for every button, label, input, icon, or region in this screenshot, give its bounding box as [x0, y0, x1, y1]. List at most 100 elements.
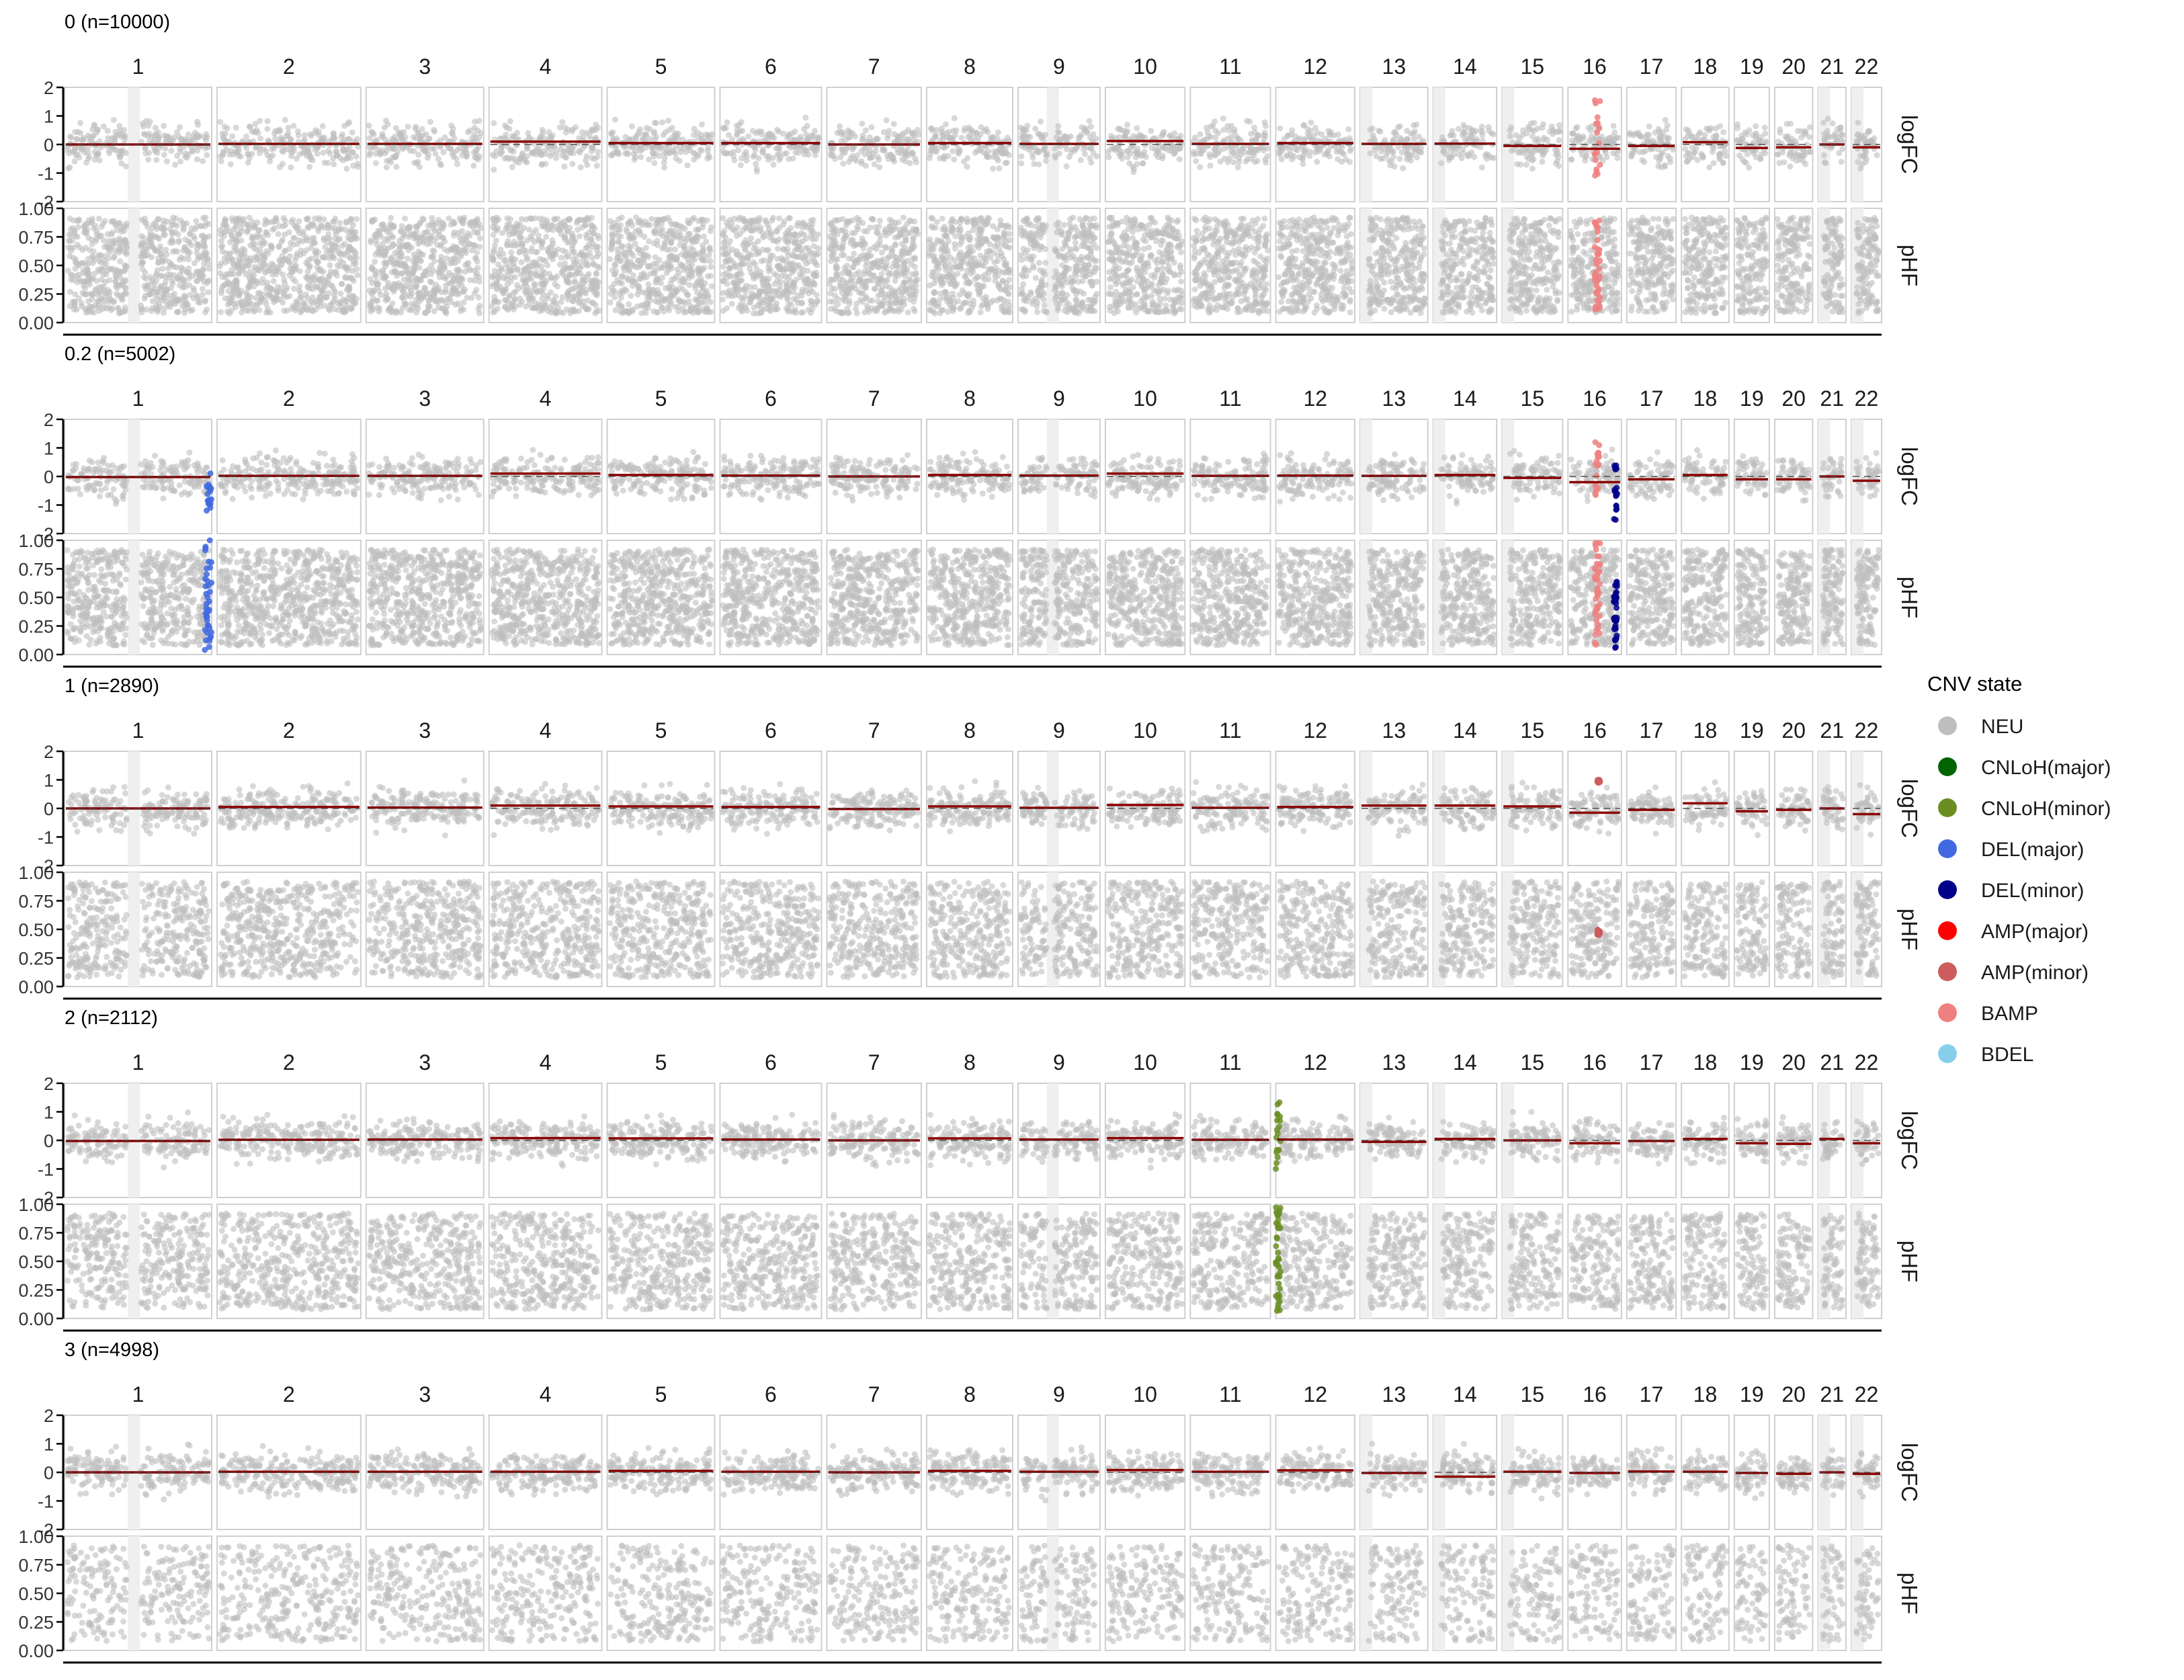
chromosome-label: 17: [1640, 54, 1664, 79]
neu-point: [273, 218, 280, 224]
neu-point: [411, 267, 417, 274]
neu-point: [427, 278, 433, 285]
neu-point: [1644, 132, 1650, 138]
neu-point: [405, 275, 412, 282]
neu-point: [229, 133, 236, 140]
neu-point: [1546, 128, 1553, 135]
neu-point: [354, 271, 361, 278]
neu-point: [167, 226, 174, 233]
neu-point: [1465, 151, 1472, 158]
neu-point: [978, 124, 984, 130]
neu-point: [1367, 150, 1374, 157]
neu-point: [1210, 122, 1216, 129]
neu-point: [871, 161, 878, 168]
neu-point: [89, 296, 95, 302]
neu-point: [1861, 153, 1867, 160]
neu-point: [1333, 149, 1340, 155]
neu-point: [161, 310, 167, 317]
neu-point: [589, 144, 596, 151]
neu-point: [753, 161, 759, 167]
neu-point: [1034, 148, 1041, 155]
neu-point: [452, 255, 459, 261]
neu-point: [138, 233, 145, 239]
neu-point: [340, 259, 347, 266]
neu-point: [995, 129, 1001, 136]
neu-point: [285, 130, 292, 136]
neu-point: [444, 255, 450, 261]
neu-point: [1339, 144, 1345, 151]
chromosome-label: 15: [1520, 54, 1544, 79]
neu-point: [684, 162, 691, 169]
neu-point: [501, 122, 508, 129]
neu-point: [1517, 147, 1523, 154]
neu-point: [1404, 128, 1411, 134]
neu-point: [161, 151, 167, 158]
neu-point: [464, 260, 470, 267]
neu-point: [374, 304, 381, 310]
neu-point: [282, 116, 288, 123]
neu-point: [423, 272, 429, 279]
neu-point: [956, 147, 963, 154]
neu-point: [163, 247, 169, 253]
neu-point: [352, 300, 359, 307]
neu-point: [155, 289, 162, 296]
neu-point: [380, 133, 386, 140]
neu-point: [830, 153, 837, 159]
neu-point: [977, 147, 984, 154]
neu-point: [246, 214, 253, 221]
neu-point: [257, 118, 263, 124]
neu-point: [862, 151, 868, 158]
neu-point: [703, 131, 710, 138]
neu-point: [556, 124, 563, 131]
neu-point: [1234, 164, 1241, 171]
neu-point: [167, 136, 174, 142]
neu-point: [743, 153, 750, 159]
neu-point: [343, 165, 350, 172]
neu-point: [226, 251, 233, 257]
neu-point: [1299, 156, 1306, 163]
neu-point: [1032, 125, 1039, 132]
neu-point: [91, 257, 97, 263]
neu-point: [238, 228, 245, 235]
neu-point: [409, 305, 416, 312]
neu-point: [185, 256, 192, 263]
neu-point: [1742, 140, 1749, 147]
neu-point: [67, 133, 74, 140]
neu-point: [705, 152, 712, 159]
neu-point: [347, 274, 354, 281]
neu-point: [432, 151, 439, 157]
neu-point: [567, 149, 574, 156]
neu-point: [345, 284, 351, 290]
neu-point: [278, 239, 285, 245]
neu-point: [297, 294, 304, 301]
neu-point: [1516, 135, 1523, 142]
neu-point: [288, 164, 294, 171]
neu-point: [308, 132, 314, 139]
neu-point: [1370, 132, 1376, 138]
neu-point: [324, 221, 331, 228]
neu-point: [984, 129, 991, 136]
neu-point: [1710, 160, 1717, 167]
neu-point: [1509, 139, 1516, 146]
neu-point: [74, 218, 81, 224]
neu-point: [1177, 144, 1183, 151]
neu-point: [1794, 128, 1801, 134]
neu-point: [1314, 159, 1320, 165]
neu-point: [169, 278, 176, 284]
neu-point: [218, 287, 225, 294]
neu-point: [80, 136, 87, 143]
neu-point: [286, 229, 292, 236]
neu-point: [113, 266, 120, 273]
neu-point: [792, 128, 798, 135]
neu-point: [342, 226, 349, 233]
neu-point: [118, 228, 125, 235]
neu-point: [1659, 149, 1666, 156]
neu-point: [1717, 156, 1724, 163]
neu-point: [458, 282, 465, 289]
neu-point: [281, 293, 288, 300]
neu-point: [868, 124, 875, 130]
neu-point: [610, 129, 616, 136]
neu-point: [229, 236, 236, 243]
neu-point: [1579, 151, 1585, 158]
neu-point: [282, 286, 289, 293]
